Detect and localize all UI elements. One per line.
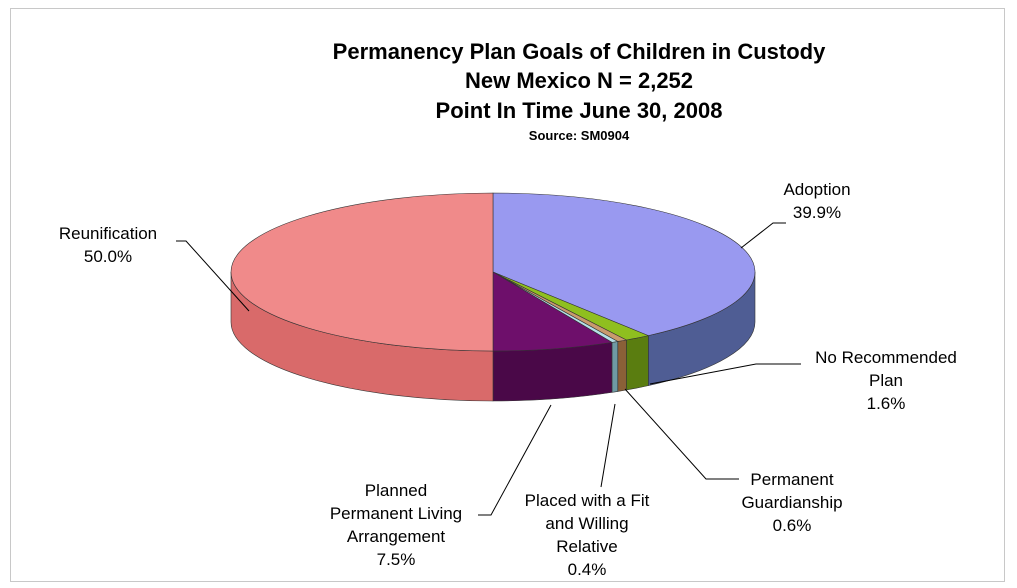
chart-frame: Permanency Plan Goals of Children in Cus… [10, 8, 1005, 582]
slice-category-label: Placed with a Fit [525, 491, 650, 510]
leader-line-reunification [176, 240, 250, 312]
slice-value-label: 0.4% [568, 560, 607, 579]
slice-labels: Adoption 39.9% No Recommended Plan 1.6% Perma… [59, 180, 957, 579]
slice-value-label: 0.6% [773, 516, 812, 535]
chart-subtitle-line-1: New Mexico N = 2,252 [465, 68, 693, 93]
slice-side-permanent-guardianship [617, 339, 627, 392]
slice-value-label: 39.9% [793, 203, 841, 222]
slice-category-label: Relative [556, 537, 617, 556]
slice-value-label: 7.5% [377, 550, 416, 569]
slice-category-label: No Recommended [815, 348, 957, 367]
slice-side-no-recommended-plan [626, 335, 649, 391]
pie-tops [230, 192, 756, 352]
slice-side-placed-with-a-fit-and-willing-relative [611, 341, 619, 393]
slice-planned-permanent-living-arrangement [492, 271, 613, 352]
leader-line-no-recommended-plan [649, 363, 801, 385]
slice-side-planned-permanent-living-arrangement [492, 342, 613, 402]
slice-label-permanent-guardianship: Permanent Guardianship 0.6% [741, 470, 842, 535]
slice-label-adoption: Adoption 39.9% [783, 180, 850, 222]
slice-category-label: Permanent [750, 470, 833, 489]
slice-category-label: Arrangement [347, 527, 446, 546]
chart-source: Source: SM0904 [529, 128, 630, 143]
leader-line-planned-permanent-living-arrangement [478, 404, 552, 516]
slice-category-label: and Willing [545, 514, 628, 533]
pie-sides [230, 271, 756, 402]
slice-category-label: Guardianship [741, 493, 842, 512]
chart-subtitle-line-2: Point In Time June 30, 2008 [436, 98, 723, 123]
slice-value-label: 1.6% [867, 394, 906, 413]
slice-value-label: 50.0% [84, 247, 132, 266]
leader-line-placed-with-a-fit-and-willing-relative [600, 403, 616, 488]
slice-label-no-recommended-plan: No Recommended Plan 1.6% [815, 348, 957, 413]
slice-category-label: Adoption [783, 180, 850, 199]
slice-category-label: Plan [869, 371, 903, 390]
slice-label-placed-with-a-fit-and-willing-relative: Placed with a Fit and Willing Relative 0.4% [525, 491, 650, 579]
chart-title: Permanency Plan Goals of Children in Cus… [333, 39, 826, 64]
slice-reunification [230, 192, 494, 352]
leader-line-adoption [740, 222, 786, 249]
leader-line-permanent-guardianship [624, 388, 739, 480]
slice-label-planned-permanent-living-arrangement: Planned Permanent Living Arrangement 7.5% [330, 481, 462, 569]
slice-label-reunification: Reunification 50.0% [59, 224, 157, 266]
slice-category-label: Permanent Living [330, 504, 462, 523]
slice-category-label: Planned [365, 481, 427, 500]
pie-chart: Permanency Plan Goals of Children in Cus… [59, 39, 957, 579]
slice-category-label: Reunification [59, 224, 157, 243]
leader-lines [176, 222, 801, 516]
